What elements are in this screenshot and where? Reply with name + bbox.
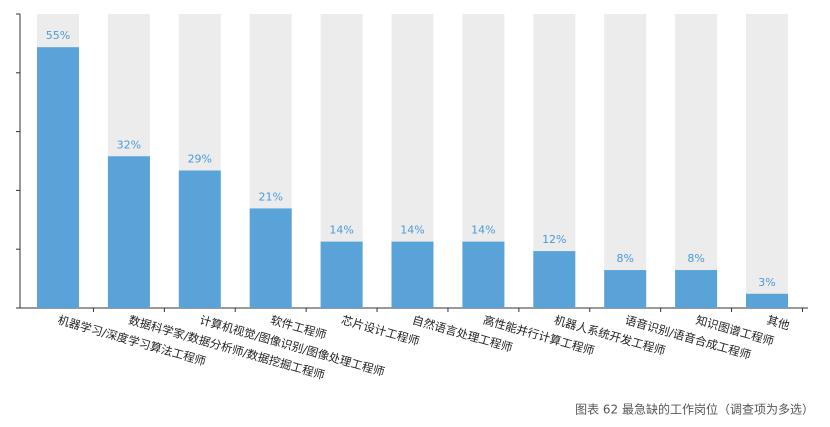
chart-caption: 图表 62 最急缺的工作岗位（调查项为多选） (575, 402, 814, 417)
bar-background (746, 14, 788, 308)
value-label: 32% (117, 138, 141, 151)
bar (37, 47, 79, 309)
bar-background (604, 14, 647, 308)
bar (746, 293, 788, 308)
value-label: 8% (616, 252, 633, 265)
value-label: 21% (258, 190, 282, 203)
bar (675, 270, 718, 308)
bar (533, 251, 576, 308)
bar (107, 156, 150, 308)
bar (391, 241, 434, 308)
value-label: 29% (188, 152, 212, 165)
bar (320, 241, 363, 308)
value-label: 8% (687, 252, 704, 265)
bar (604, 270, 647, 308)
value-label: 14% (329, 224, 353, 237)
value-label: 12% (542, 233, 566, 246)
bar (462, 241, 505, 308)
bar (249, 208, 292, 308)
value-label: 55% (46, 29, 70, 42)
bar-background (675, 14, 718, 308)
value-label: 14% (400, 224, 424, 237)
bar (178, 170, 221, 308)
x-tick-label: 芯片设计工程师 (340, 313, 421, 349)
value-label: 14% (471, 224, 495, 237)
value-label: 3% (758, 276, 775, 289)
x-tick-label: 其他 (765, 313, 791, 333)
